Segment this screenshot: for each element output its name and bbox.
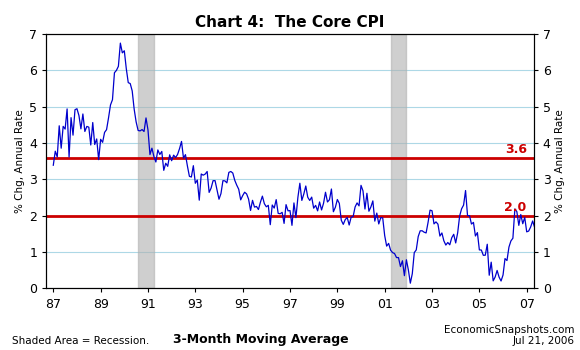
Text: 3.6: 3.6 — [505, 143, 527, 156]
Text: 2.0: 2.0 — [505, 201, 527, 214]
Text: EconomicSnapshots.com
Jul 21, 2006: EconomicSnapshots.com Jul 21, 2006 — [444, 325, 574, 346]
Text: 3-Month Moving Average: 3-Month Moving Average — [173, 334, 349, 346]
Bar — [390, 34, 407, 288]
Bar — [138, 34, 154, 288]
Y-axis label: % Chg, Annual Rate: % Chg, Annual Rate — [15, 109, 25, 213]
Text: Shaded Area = Recession.: Shaded Area = Recession. — [12, 336, 149, 346]
Y-axis label: % Chg, Annual Rate: % Chg, Annual Rate — [555, 109, 565, 213]
Title: Chart 4:  The Core CPI: Chart 4: The Core CPI — [195, 15, 385, 30]
